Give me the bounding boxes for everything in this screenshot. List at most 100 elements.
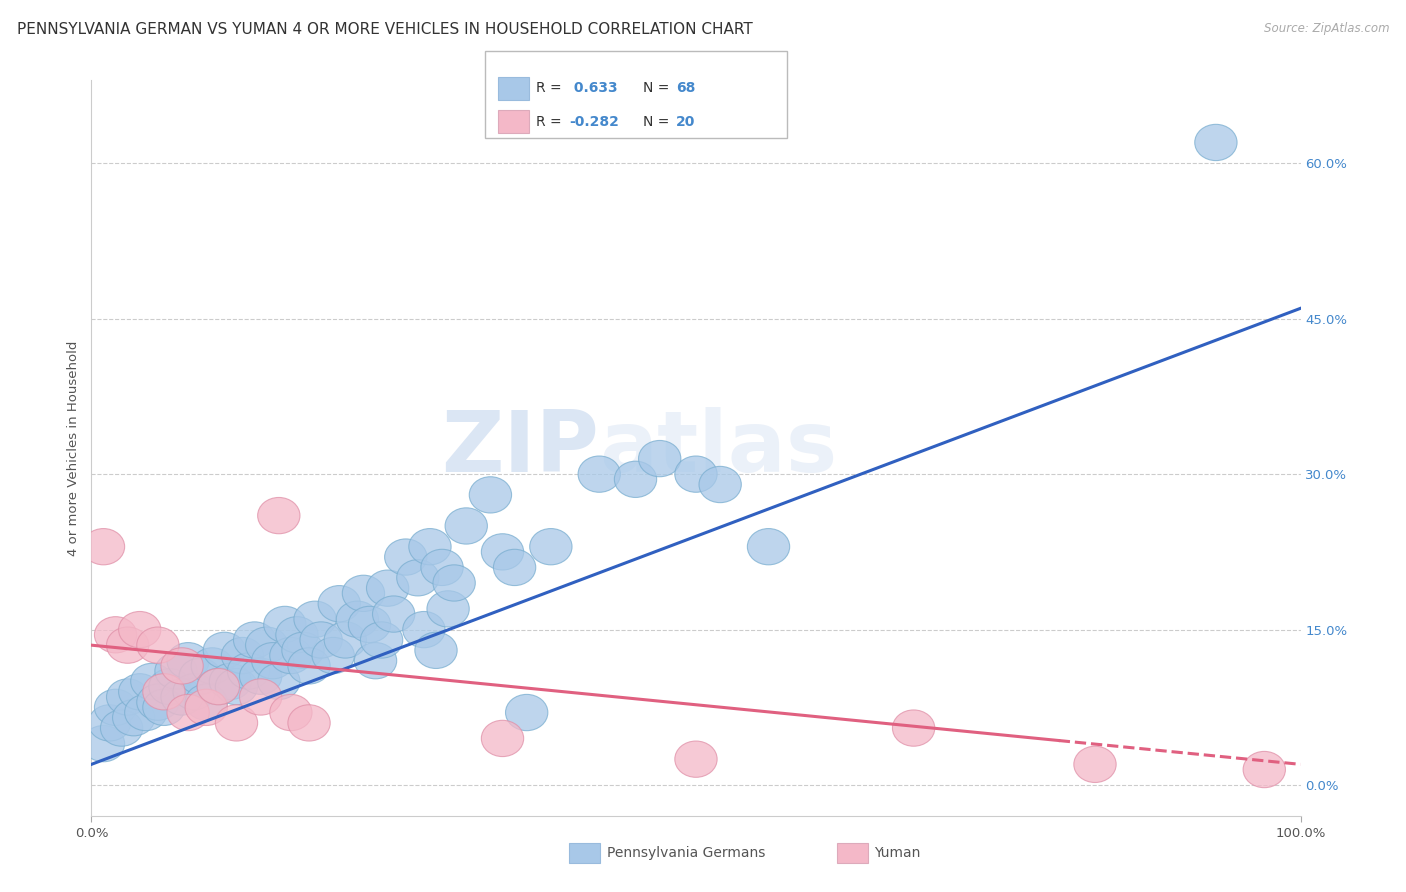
Ellipse shape (246, 627, 288, 664)
Ellipse shape (288, 705, 330, 741)
Ellipse shape (160, 648, 204, 684)
Ellipse shape (107, 679, 149, 715)
Text: Source: ZipAtlas.com: Source: ZipAtlas.com (1264, 22, 1389, 36)
Ellipse shape (83, 725, 125, 762)
Ellipse shape (233, 622, 276, 658)
Text: 68: 68 (676, 81, 696, 95)
Ellipse shape (155, 653, 197, 690)
Ellipse shape (197, 668, 239, 705)
Ellipse shape (228, 653, 270, 690)
Ellipse shape (215, 705, 257, 741)
Ellipse shape (578, 456, 620, 492)
Ellipse shape (167, 694, 209, 731)
Ellipse shape (270, 694, 312, 731)
Text: PENNSYLVANIA GERMAN VS YUMAN 4 OR MORE VEHICLES IN HOUSEHOLD CORRELATION CHART: PENNSYLVANIA GERMAN VS YUMAN 4 OR MORE V… (17, 22, 752, 37)
Ellipse shape (354, 642, 396, 679)
Ellipse shape (94, 690, 136, 725)
Ellipse shape (396, 559, 439, 596)
Ellipse shape (342, 575, 385, 612)
Ellipse shape (125, 694, 167, 731)
Ellipse shape (1074, 747, 1116, 782)
Ellipse shape (402, 612, 446, 648)
Ellipse shape (136, 684, 179, 721)
Ellipse shape (638, 441, 681, 476)
Ellipse shape (373, 596, 415, 632)
Ellipse shape (409, 529, 451, 565)
Ellipse shape (118, 673, 160, 710)
Ellipse shape (614, 461, 657, 498)
Ellipse shape (530, 529, 572, 565)
Text: Yuman: Yuman (875, 846, 921, 860)
Text: N =: N = (643, 115, 673, 128)
Ellipse shape (433, 565, 475, 601)
Ellipse shape (100, 710, 143, 747)
Ellipse shape (1195, 124, 1237, 161)
Ellipse shape (143, 673, 186, 710)
Ellipse shape (149, 668, 191, 705)
Ellipse shape (186, 690, 228, 725)
Ellipse shape (94, 616, 136, 653)
Ellipse shape (675, 456, 717, 492)
Ellipse shape (367, 570, 409, 607)
Ellipse shape (239, 658, 281, 694)
Ellipse shape (299, 622, 342, 658)
Ellipse shape (288, 648, 330, 684)
Ellipse shape (336, 601, 378, 638)
Ellipse shape (1243, 751, 1285, 788)
Text: ZIP: ZIP (441, 407, 599, 490)
Ellipse shape (427, 591, 470, 627)
Ellipse shape (385, 539, 427, 575)
Ellipse shape (131, 664, 173, 699)
Ellipse shape (197, 668, 239, 705)
Ellipse shape (239, 679, 281, 715)
Ellipse shape (215, 668, 257, 705)
Ellipse shape (360, 622, 402, 658)
Y-axis label: 4 or more Vehicles in Household: 4 or more Vehicles in Household (67, 341, 80, 556)
Text: R =: R = (536, 81, 565, 95)
Ellipse shape (191, 648, 233, 684)
Ellipse shape (893, 710, 935, 747)
Text: 0.633: 0.633 (569, 81, 619, 95)
Ellipse shape (118, 612, 160, 648)
Ellipse shape (276, 616, 318, 653)
Ellipse shape (264, 607, 307, 642)
Text: atlas: atlas (599, 407, 838, 490)
Text: 20: 20 (676, 115, 696, 128)
Ellipse shape (481, 721, 523, 756)
Ellipse shape (699, 467, 741, 503)
Ellipse shape (89, 705, 131, 741)
Ellipse shape (312, 638, 354, 673)
Ellipse shape (494, 549, 536, 585)
Ellipse shape (252, 642, 294, 679)
Ellipse shape (143, 690, 186, 725)
Ellipse shape (167, 642, 209, 679)
Ellipse shape (481, 533, 523, 570)
Ellipse shape (160, 679, 204, 715)
Ellipse shape (748, 529, 790, 565)
Ellipse shape (186, 684, 228, 721)
Ellipse shape (446, 508, 488, 544)
Ellipse shape (325, 622, 367, 658)
Ellipse shape (294, 601, 336, 638)
Ellipse shape (257, 664, 299, 699)
Ellipse shape (470, 476, 512, 513)
Ellipse shape (281, 632, 325, 668)
Ellipse shape (318, 585, 360, 622)
Ellipse shape (209, 664, 252, 699)
Ellipse shape (415, 632, 457, 668)
Ellipse shape (420, 549, 463, 585)
Ellipse shape (270, 638, 312, 673)
Ellipse shape (349, 607, 391, 642)
Text: R =: R = (536, 115, 565, 128)
Ellipse shape (173, 673, 215, 710)
Text: N =: N = (643, 81, 673, 95)
Text: -0.282: -0.282 (569, 115, 619, 128)
Ellipse shape (107, 627, 149, 664)
Ellipse shape (112, 699, 155, 736)
Ellipse shape (83, 529, 125, 565)
Ellipse shape (506, 694, 548, 731)
Ellipse shape (257, 498, 299, 533)
Ellipse shape (221, 638, 264, 673)
Ellipse shape (179, 658, 221, 694)
Text: Pennsylvania Germans: Pennsylvania Germans (607, 846, 766, 860)
